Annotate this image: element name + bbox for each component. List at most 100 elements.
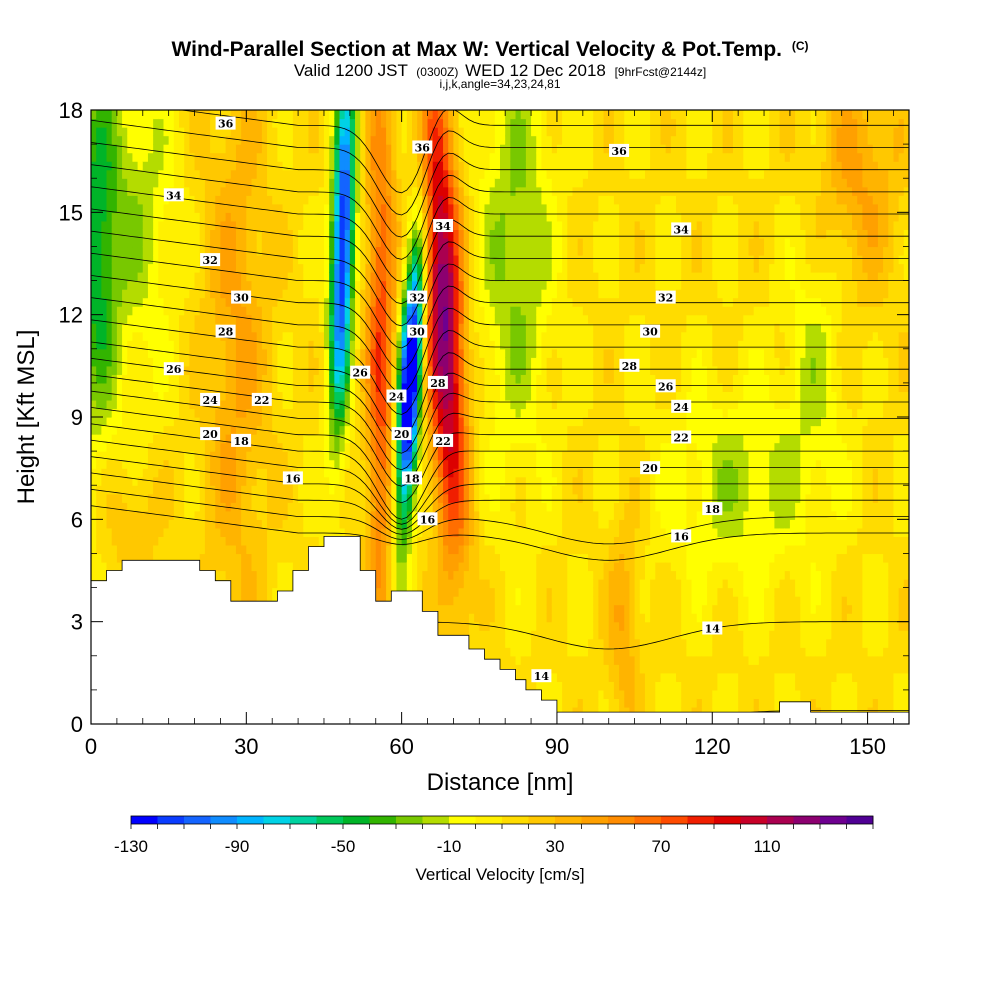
velocity-cell bbox=[432, 493, 439, 503]
velocity-cell bbox=[318, 485, 325, 495]
velocity-cell bbox=[401, 254, 408, 265]
velocity-cell bbox=[106, 544, 113, 555]
velocity-cell bbox=[153, 144, 159, 154]
velocity-cell bbox=[323, 169, 330, 179]
velocity-cell bbox=[406, 544, 413, 555]
velocity-cell bbox=[318, 254, 325, 265]
velocity-cell bbox=[111, 331, 118, 341]
velocity-cell bbox=[116, 135, 123, 145]
velocity-cell bbox=[422, 374, 429, 384]
velocity-cell bbox=[168, 391, 175, 401]
velocity-cell bbox=[380, 314, 387, 324]
velocity-cell bbox=[179, 348, 185, 358]
velocity-cell bbox=[204, 510, 211, 520]
velocity-cell bbox=[132, 553, 139, 563]
velocity-cell bbox=[267, 553, 273, 563]
velocity-cell bbox=[308, 169, 315, 179]
velocity-cell bbox=[132, 272, 139, 282]
velocity-cell bbox=[153, 118, 159, 128]
velocity-cell bbox=[308, 476, 315, 486]
velocity-cell bbox=[365, 237, 372, 248]
velocity-cell bbox=[137, 365, 144, 375]
velocity-cell bbox=[267, 587, 273, 597]
velocity-cell bbox=[158, 408, 165, 418]
velocity-cell bbox=[189, 391, 196, 401]
velocity-cell bbox=[147, 314, 154, 324]
velocity-cell bbox=[194, 374, 201, 384]
velocity-cell bbox=[179, 289, 185, 299]
velocity-cell bbox=[417, 152, 423, 162]
velocity-cell bbox=[391, 152, 398, 162]
velocity-cell bbox=[334, 408, 341, 418]
velocity-cell bbox=[122, 502, 128, 512]
velocity-cell bbox=[318, 314, 325, 324]
velocity-cell bbox=[298, 459, 304, 469]
velocity-cell bbox=[220, 570, 227, 580]
velocity-cell bbox=[370, 365, 377, 375]
velocity-cell bbox=[427, 476, 434, 486]
velocity-cell bbox=[147, 152, 154, 162]
velocity-cell bbox=[91, 408, 97, 418]
velocity-cell bbox=[235, 579, 242, 589]
velocity-cell bbox=[204, 144, 211, 154]
velocity-cell bbox=[417, 195, 423, 205]
velocity-cell bbox=[111, 203, 118, 213]
velocity-cell bbox=[173, 417, 180, 427]
velocity-cell bbox=[396, 127, 403, 137]
velocity-cell bbox=[189, 203, 196, 213]
velocity-cell bbox=[261, 442, 268, 452]
velocity-cell bbox=[344, 502, 351, 512]
velocity-cell bbox=[235, 442, 242, 452]
velocity-cell bbox=[303, 357, 310, 367]
velocity-cell bbox=[111, 272, 118, 282]
velocity-cell bbox=[277, 468, 284, 478]
velocity-cell bbox=[96, 357, 102, 367]
velocity-cell bbox=[355, 391, 361, 401]
velocity-cell bbox=[272, 442, 278, 452]
velocity-cell bbox=[267, 451, 273, 461]
velocity-cell bbox=[391, 203, 398, 213]
velocity-cell bbox=[256, 169, 263, 179]
velocity-cell bbox=[396, 203, 403, 213]
velocity-cell bbox=[417, 374, 423, 384]
velocity-cell bbox=[256, 152, 263, 162]
velocity-cell bbox=[406, 127, 413, 137]
velocity-cell bbox=[256, 348, 263, 358]
velocity-cell bbox=[360, 220, 366, 230]
velocity-cell bbox=[303, 493, 310, 503]
velocity-cell bbox=[204, 289, 211, 299]
velocity-cell bbox=[137, 331, 144, 341]
velocity-cell bbox=[282, 348, 289, 358]
velocity-cell bbox=[437, 408, 444, 418]
velocity-cell bbox=[122, 280, 128, 290]
velocity-cell bbox=[437, 306, 444, 316]
velocity-cell bbox=[111, 527, 118, 537]
velocity-cell bbox=[313, 297, 320, 307]
velocity-cell bbox=[246, 527, 253, 537]
velocity-cell bbox=[380, 144, 387, 154]
velocity-cell bbox=[101, 272, 108, 282]
velocity-cell bbox=[313, 357, 320, 367]
velocity-cell bbox=[267, 544, 273, 555]
velocity-cell bbox=[137, 553, 144, 563]
velocity-cell bbox=[437, 553, 444, 563]
velocity-cell bbox=[241, 408, 247, 418]
velocity-cell bbox=[287, 340, 294, 350]
velocity-cell bbox=[163, 459, 170, 469]
velocity-cell bbox=[375, 442, 382, 452]
velocity-cell bbox=[287, 323, 294, 333]
velocity-cell bbox=[204, 212, 211, 222]
velocity-cell bbox=[132, 237, 139, 248]
velocity-cell bbox=[443, 459, 449, 469]
velocity-cell bbox=[235, 570, 242, 580]
velocity-cell bbox=[210, 527, 216, 537]
velocity-cell bbox=[147, 161, 154, 171]
velocity-cell bbox=[194, 186, 201, 196]
velocity-cell bbox=[323, 135, 330, 145]
velocity-cell bbox=[235, 365, 242, 375]
velocity-cell bbox=[437, 357, 444, 367]
velocity-cell bbox=[313, 314, 320, 324]
velocity-cell bbox=[355, 212, 361, 222]
velocity-cell bbox=[153, 161, 159, 171]
velocity-cell bbox=[282, 357, 289, 367]
